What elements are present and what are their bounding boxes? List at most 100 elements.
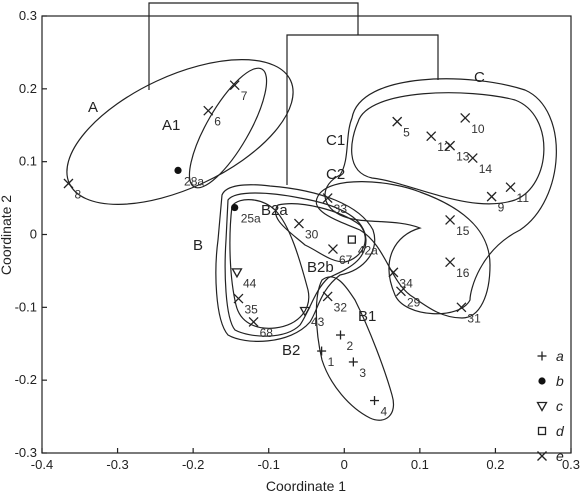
y-tick-label: 0.1 (19, 154, 37, 169)
data-point (396, 286, 406, 297)
point-label: 33 (334, 202, 348, 216)
data-point (460, 113, 471, 123)
data-point (327, 244, 338, 255)
point-label: 6 (214, 115, 221, 129)
data-point (445, 257, 456, 268)
point-label: 31 (467, 311, 481, 325)
y-axis-label: Coordinate 2 (0, 195, 14, 275)
y-tick-label: 0 (30, 227, 37, 242)
point-label: 15 (456, 224, 470, 238)
group-label: A1 (162, 117, 180, 134)
point-label: 35 (244, 303, 258, 317)
x-tick-label: 0.2 (486, 457, 504, 472)
group-label: B2b (307, 259, 334, 276)
legend-label: e (556, 448, 564, 464)
axes: -0.4 -0.3 -0.2 -0.1 0 0.1 0.2 0.3-0.3-0.2-0.100… (15, 8, 580, 472)
point-label: 67 (339, 253, 353, 267)
x-tick-label: 0.1 (411, 457, 429, 472)
group-label: B2 (282, 342, 300, 359)
y-tick-label: 0.3 (19, 8, 37, 23)
data-point (336, 330, 346, 340)
outline-group-c (324, 78, 557, 315)
point-label: 4 (381, 405, 388, 419)
point-label: 2 (347, 339, 354, 353)
data-point (322, 291, 333, 302)
legend-label: b (556, 373, 564, 389)
point-label: 29 (407, 295, 421, 309)
data-point (388, 267, 399, 278)
point-label: 44 (243, 276, 257, 290)
data-point (231, 268, 243, 279)
legend-label: a (556, 348, 564, 364)
outline-group-b (215, 184, 376, 342)
group-label: B1 (358, 308, 376, 325)
data-point (203, 105, 214, 116)
point-label: 11 (517, 191, 530, 205)
data-point (293, 218, 304, 229)
legend-marker (537, 451, 547, 461)
point-label: 8 (74, 188, 81, 202)
x-tick-label: 0 (341, 457, 348, 472)
legend-marker (537, 426, 547, 436)
data-point (467, 153, 478, 163)
point-label: 42a (358, 244, 378, 258)
outline-group-c1 (351, 92, 545, 205)
data-point (445, 214, 456, 225)
data-point (456, 302, 467, 313)
point-label: 30 (305, 228, 319, 242)
y-tick-label: -0.3 (15, 445, 37, 460)
y-tick-label: -0.2 (15, 372, 37, 387)
point-label: 34 (399, 276, 413, 290)
legend-label: d (556, 423, 565, 439)
point-label: 3 (359, 366, 366, 380)
point-label: 1 (328, 355, 335, 369)
group-label: B (193, 237, 203, 254)
point-label: 9 (498, 201, 505, 215)
data-point (63, 178, 74, 189)
outline-group-a (66, 59, 294, 205)
legend-marker (537, 351, 547, 361)
group-labels: A A1 B B2a B2b B1 B2 C C1 C2 (88, 69, 485, 359)
point-label: 7 (241, 89, 248, 103)
data-point (426, 131, 437, 142)
group-outlines (66, 59, 557, 421)
data-points: 87628a51210131411933151634293125a3042a67… (63, 80, 530, 419)
data-point (231, 203, 239, 212)
data-point (233, 293, 244, 304)
y-tick-label: 0.2 (19, 81, 37, 96)
group-label: A (88, 99, 98, 116)
data-point (392, 116, 403, 127)
data-point (174, 166, 182, 175)
data-point (370, 396, 380, 406)
outline-group-b2b (275, 203, 366, 263)
y-tick-label: -0.1 (15, 299, 37, 314)
group-label: C (474, 69, 485, 86)
data-point (347, 235, 356, 244)
data-point (299, 306, 311, 317)
point-label: 14 (479, 162, 493, 176)
legend-marker (536, 401, 548, 412)
data-point (248, 316, 259, 327)
outline-group-a1 (188, 67, 268, 189)
data-point (229, 80, 240, 91)
outline-group-c2 (315, 181, 491, 319)
legend-label: c (556, 398, 563, 414)
data-point (322, 193, 333, 204)
point-label: 10 (471, 122, 485, 136)
dendrogram (148, 2, 439, 185)
legend-marker (538, 377, 546, 385)
group-label: B2a (261, 202, 288, 219)
group-label: C1 (326, 132, 345, 149)
point-label: 68 (260, 326, 274, 340)
data-point (505, 182, 516, 193)
data-point (445, 140, 456, 151)
point-label: 16 (456, 266, 470, 280)
outline-group-b2 (224, 192, 367, 337)
x-axis-label: Coordinate 1 (266, 478, 346, 494)
group-label: C2 (326, 166, 345, 183)
data-point (486, 191, 497, 202)
point-label: 43 (311, 315, 325, 329)
point-label: 25a (241, 212, 261, 226)
